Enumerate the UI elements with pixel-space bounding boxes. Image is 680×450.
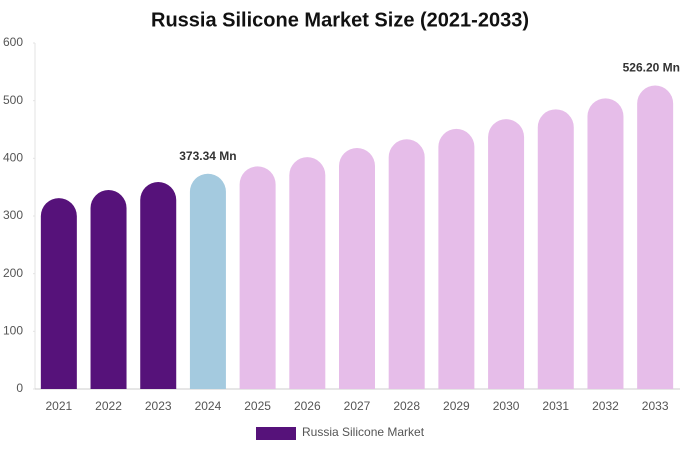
bar bbox=[289, 157, 326, 389]
x-tick-label: 2032 bbox=[592, 399, 619, 413]
legend-swatch bbox=[256, 427, 296, 440]
y-tick-label: 100 bbox=[3, 324, 23, 338]
x-tick-label: 2027 bbox=[344, 399, 371, 413]
data-label: 526.20 Mn bbox=[623, 61, 680, 75]
bar bbox=[339, 147, 375, 389]
bar bbox=[239, 166, 276, 389]
chart-title: Russia Silicone Market Size (2021-2033) bbox=[151, 9, 529, 31]
x-tick-label: 2033 bbox=[642, 399, 669, 413]
data-label: 373.34 Mn bbox=[179, 149, 236, 163]
bar bbox=[140, 181, 177, 389]
x-tick-label: 2025 bbox=[244, 399, 271, 413]
x-tick-label: 2022 bbox=[95, 399, 122, 413]
x-tick-label: 2031 bbox=[542, 399, 569, 413]
y-tick-label: 600 bbox=[3, 35, 23, 49]
legend-label: Russia Silicone Market bbox=[302, 425, 425, 439]
x-tick-label: 2023 bbox=[145, 399, 172, 413]
bar bbox=[40, 198, 77, 389]
y-tick-label: 200 bbox=[3, 266, 23, 280]
x-tick-label: 2024 bbox=[195, 399, 222, 413]
y-tick-label: 400 bbox=[3, 151, 23, 165]
x-tick-label: 2030 bbox=[493, 399, 520, 413]
x-tick-label: 2029 bbox=[443, 399, 470, 413]
bar bbox=[537, 109, 574, 390]
bar bbox=[587, 98, 624, 390]
bar bbox=[438, 128, 475, 389]
x-tick-label: 2021 bbox=[45, 399, 72, 413]
x-tick-label: 2026 bbox=[294, 399, 321, 413]
bar bbox=[488, 119, 525, 390]
bar bbox=[90, 190, 127, 389]
bar bbox=[637, 85, 674, 390]
bar bbox=[388, 139, 425, 389]
y-tick-label: 0 bbox=[16, 381, 23, 395]
bar bbox=[189, 173, 226, 389]
y-tick-label: 300 bbox=[3, 208, 23, 222]
y-tick-label: 500 bbox=[3, 93, 23, 107]
x-tick-label: 2028 bbox=[393, 399, 420, 413]
